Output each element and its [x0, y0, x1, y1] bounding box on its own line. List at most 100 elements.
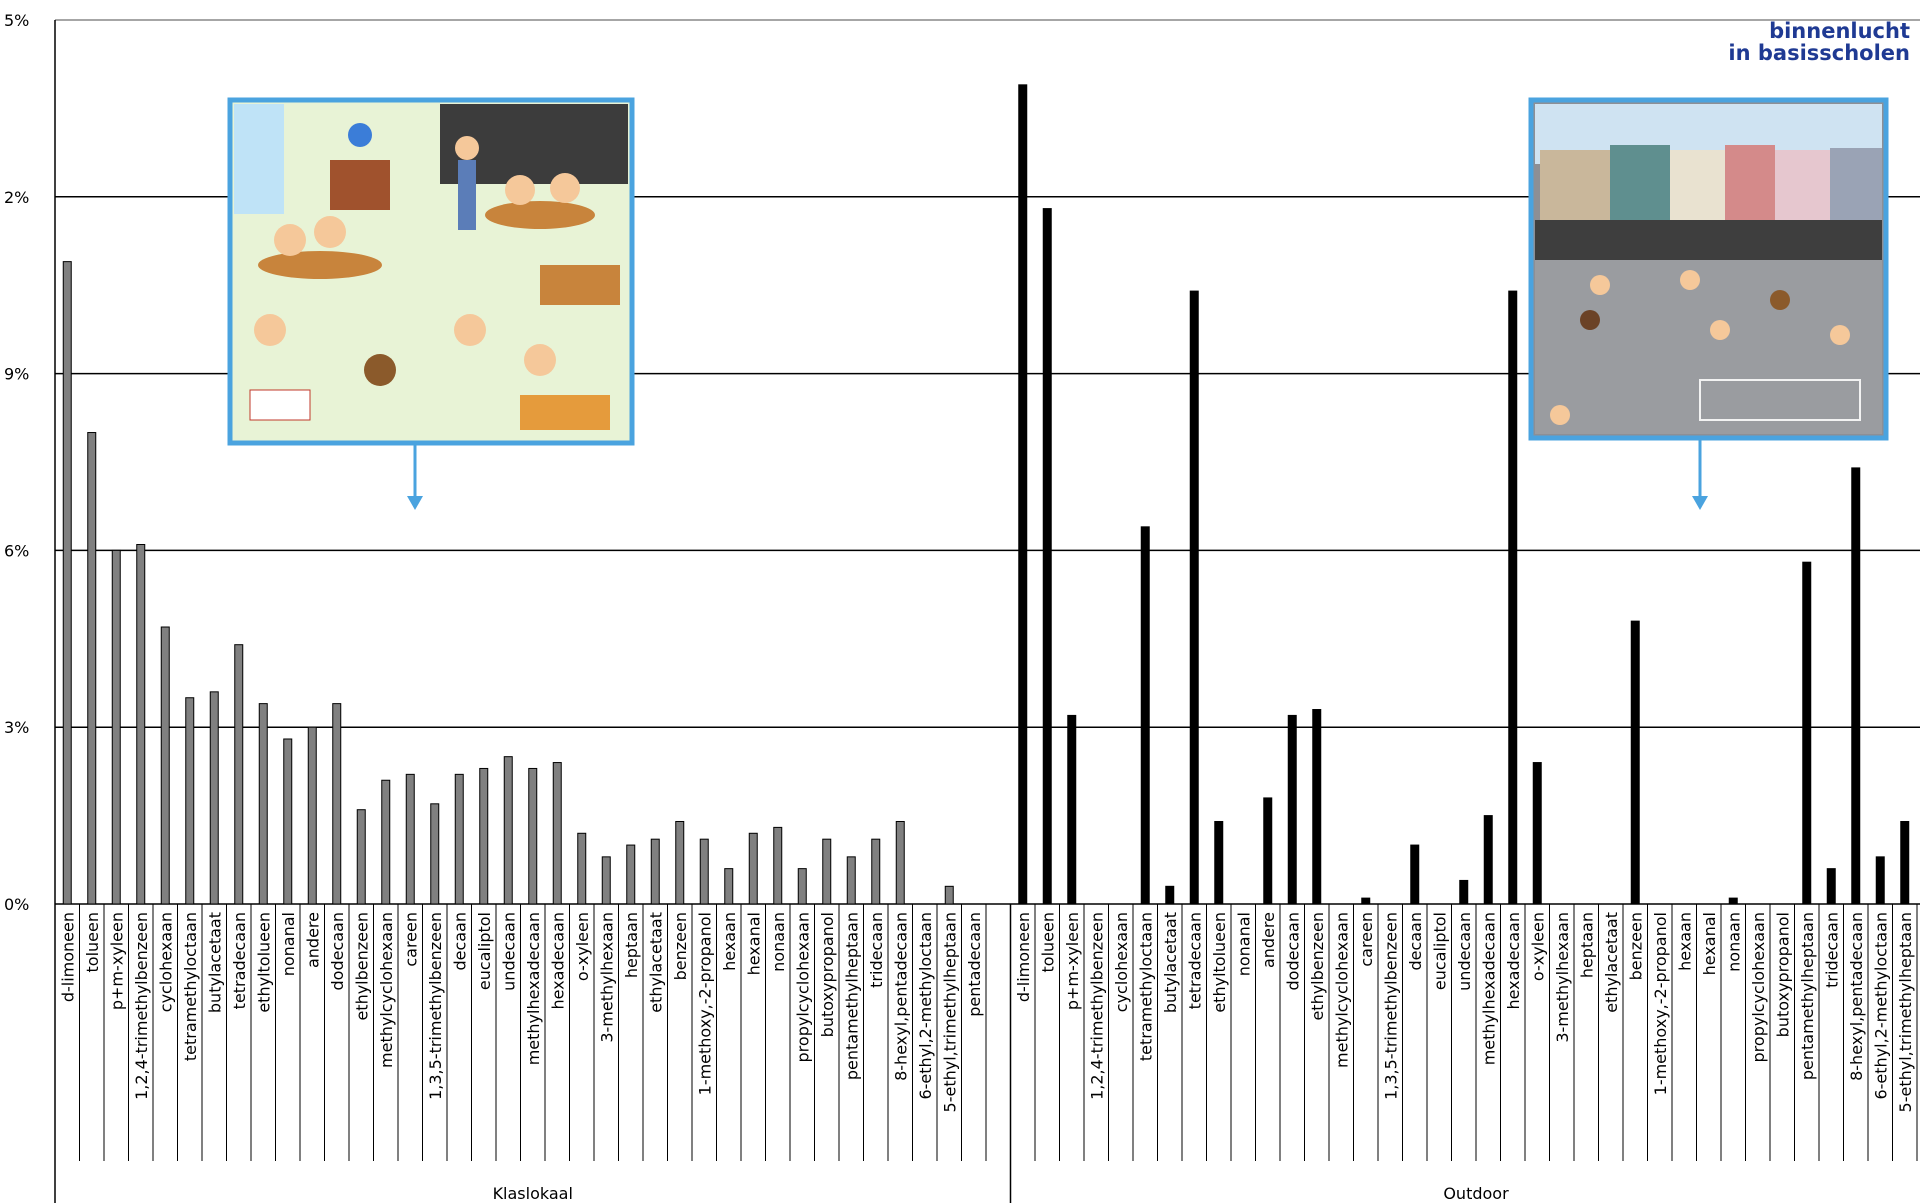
x-tick-label: tetradecaan [1185, 912, 1204, 1009]
x-tick-label: ethyltolueen [254, 912, 273, 1013]
bar [846, 856, 856, 905]
x-tick-label: ethyltolueen [1210, 912, 1229, 1013]
bar [748, 832, 758, 905]
bar [258, 703, 268, 905]
bar [1042, 208, 1052, 905]
x-tick-label: methylcyclohexaan [377, 912, 396, 1068]
x-tick-label: dodecaan [1283, 912, 1302, 991]
bar [724, 868, 734, 905]
bar [1067, 714, 1077, 905]
y-tick-label: 5% [4, 11, 29, 30]
x-tick-label: 5-ethyl,trimethylheptaan [1896, 912, 1915, 1112]
y-tick-label: 2% [4, 188, 29, 207]
x-tick-label: p+m-xyleen [1063, 912, 1082, 1010]
bar [381, 779, 391, 905]
x-tick-label: careen [1357, 912, 1376, 967]
bar [87, 432, 97, 905]
x-tick-label: 6-ethyl,2-methyloctaan [1871, 912, 1890, 1100]
x-tick-label: propylcyclohexaan [793, 912, 812, 1062]
bar [1263, 797, 1273, 905]
x-tick-label: eucaliptol [1430, 912, 1449, 990]
x-tick-label: 1,2,4-trimethylbenzeen [132, 912, 151, 1100]
bar [1459, 879, 1469, 905]
x-tick-label: 5-ethyl,trimethylheptaan [940, 912, 959, 1112]
x-tick-label: tetramethyloctaan [181, 912, 200, 1061]
x-tick-label: 6-ethyl,2-methyloctaan [916, 912, 935, 1100]
bar [650, 838, 660, 905]
x-tick-label: tetramethyloctaan [1136, 912, 1155, 1061]
bar [773, 826, 783, 905]
x-tick-label: o-xyleen [1528, 912, 1547, 981]
x-tick-label: propylcyclohexaan [1749, 912, 1768, 1062]
x-tick-label: 1,3,5-trimethylbenzeen [1381, 912, 1400, 1100]
x-tick-label: cyclohexaan [156, 912, 175, 1012]
x-tick-label: heptaan [622, 912, 641, 978]
x-tick-label: tridecaan [867, 912, 886, 988]
bar [479, 767, 489, 905]
x-tick-label: tridecaan [1822, 912, 1841, 988]
x-tick-label: 1-methoxy,-2-propanol [695, 912, 714, 1095]
x-tick-label: decaan [1406, 912, 1425, 971]
x-tick-label: hexaan [1675, 912, 1694, 971]
outdoor-picture [1528, 97, 1889, 441]
group-label: Outdoor [1443, 1184, 1509, 1203]
x-tick-label: nonaan [1724, 912, 1743, 972]
bar [307, 726, 317, 905]
y-tick-label: 9% [4, 365, 29, 384]
bar [1140, 526, 1150, 905]
grid [54, 19, 1920, 1203]
x-tick-label: decaan [450, 912, 469, 971]
bar [699, 838, 709, 905]
bar [62, 261, 72, 905]
bar [1826, 868, 1836, 905]
x-tick-label: 3-methylhexaan [1553, 912, 1572, 1043]
arrowhead [1692, 496, 1708, 510]
x-tick-label: butylacetaat [205, 912, 224, 1013]
y-tick-label: 0% [4, 895, 29, 914]
x-tick-label: andere [1259, 912, 1278, 968]
bar [675, 820, 685, 905]
x-tick-label: hexaan [720, 912, 739, 971]
bar [332, 703, 342, 905]
bar [1875, 856, 1885, 905]
x-tick-label: d-limoneen [58, 912, 77, 1002]
bar [209, 691, 219, 905]
bar [405, 773, 415, 905]
x-tick-label: ethylbenzeen [352, 912, 371, 1021]
bar [1287, 714, 1297, 905]
bar [136, 544, 146, 905]
y-tick-label: 3% [4, 718, 29, 737]
x-tick-label: andere [303, 912, 322, 968]
bar [454, 773, 464, 905]
x-tick-label: p+m-xyleen [107, 912, 126, 1010]
bars [62, 84, 1910, 905]
bar [160, 626, 170, 905]
x-tick-label: careen [401, 912, 420, 967]
x-tick-label: tolueen [1038, 912, 1057, 972]
bar [1851, 467, 1861, 905]
bar [1189, 290, 1199, 905]
bar [1728, 897, 1738, 905]
bar [1508, 290, 1518, 905]
y-tick-label: 6% [4, 541, 29, 560]
x-tick-label: butoxypropanol [1773, 912, 1792, 1037]
bar [797, 868, 807, 905]
x-tick-label: ethylacetaat [1602, 912, 1621, 1013]
x-tick-label: methylhexadecaan [524, 912, 543, 1065]
x-tick-label: tolueen [83, 912, 102, 972]
bar [111, 549, 121, 905]
x-tick-label: 8-hexyl,pentadecaan [1847, 912, 1866, 1081]
x-tick-label: hexanal [1700, 912, 1719, 975]
x-tick-label: hexanal [744, 912, 763, 975]
x-tick-label: nonaan [769, 912, 788, 972]
bar [552, 762, 562, 905]
bar [895, 820, 905, 905]
x-tick-label: undecaan [499, 912, 518, 991]
x-tick-label: o-xyleen [573, 912, 592, 981]
bar [626, 844, 636, 905]
x-tick-label: ethylacetaat [646, 912, 665, 1013]
x-tick-label: nonanal [1234, 912, 1253, 976]
bar [1214, 820, 1224, 905]
